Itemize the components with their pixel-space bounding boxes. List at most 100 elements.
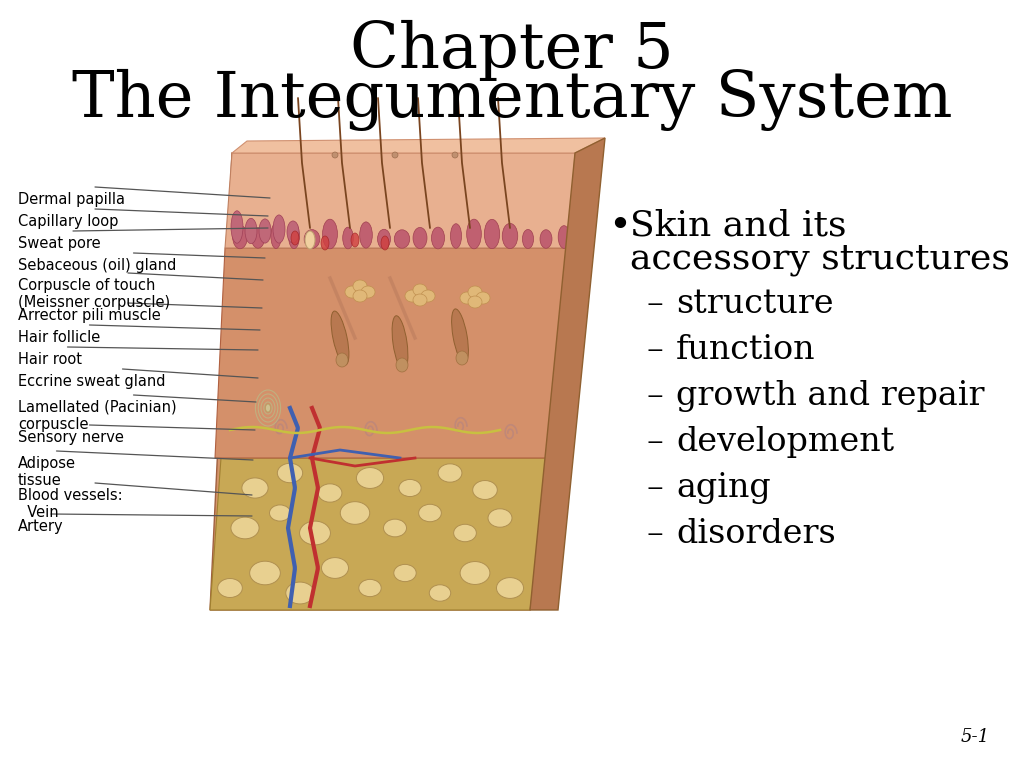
Ellipse shape [265, 404, 270, 412]
Text: Blood vessels:
  Vein: Blood vessels: Vein [18, 488, 123, 521]
Text: aging: aging [676, 472, 771, 504]
Text: –: – [646, 518, 663, 550]
Ellipse shape [467, 219, 481, 249]
Ellipse shape [396, 358, 408, 372]
Ellipse shape [429, 584, 451, 601]
Text: Adipose
tissue: Adipose tissue [18, 456, 76, 488]
Ellipse shape [322, 558, 348, 578]
Ellipse shape [218, 578, 243, 598]
Text: Sebaceous (oil) gland: Sebaceous (oil) gland [18, 258, 176, 273]
Ellipse shape [476, 292, 490, 304]
Circle shape [392, 152, 398, 158]
Ellipse shape [231, 517, 259, 539]
Ellipse shape [484, 220, 500, 249]
Text: development: development [676, 426, 894, 458]
Ellipse shape [460, 561, 489, 584]
Text: Corpuscle of touch
(Meissner corpuscle): Corpuscle of touch (Meissner corpuscle) [18, 278, 170, 310]
Ellipse shape [304, 230, 319, 248]
Polygon shape [210, 153, 575, 610]
Ellipse shape [340, 502, 370, 525]
Text: Capillary loop: Capillary loop [18, 214, 119, 229]
Ellipse shape [378, 230, 390, 249]
Polygon shape [530, 138, 605, 610]
Text: function: function [676, 334, 815, 366]
Ellipse shape [318, 484, 342, 502]
Text: accessory structures: accessory structures [630, 242, 1010, 276]
Text: Chapter 5: Chapter 5 [350, 19, 674, 81]
Text: Dermal papilla: Dermal papilla [18, 192, 125, 207]
Ellipse shape [259, 219, 271, 243]
Text: structure: structure [676, 288, 834, 320]
Ellipse shape [419, 505, 441, 521]
Text: –: – [646, 380, 663, 412]
Text: Hair follicle: Hair follicle [18, 330, 100, 345]
Ellipse shape [278, 463, 303, 483]
Ellipse shape [343, 227, 353, 249]
Polygon shape [210, 458, 552, 610]
Text: The Integumentary System: The Integumentary System [72, 69, 952, 131]
Ellipse shape [413, 284, 427, 296]
Ellipse shape [323, 219, 338, 249]
Ellipse shape [473, 481, 498, 499]
Ellipse shape [269, 505, 291, 521]
Ellipse shape [353, 290, 367, 302]
Ellipse shape [431, 227, 444, 249]
Text: Hair root: Hair root [18, 352, 82, 367]
Ellipse shape [399, 479, 421, 497]
Ellipse shape [242, 478, 268, 498]
Ellipse shape [351, 233, 359, 247]
Text: •: • [608, 208, 631, 245]
Ellipse shape [456, 351, 468, 365]
Ellipse shape [356, 468, 384, 488]
Text: Artery: Artery [18, 519, 63, 534]
Ellipse shape [502, 223, 518, 249]
Ellipse shape [273, 215, 285, 243]
Ellipse shape [271, 223, 282, 249]
Text: –: – [646, 426, 663, 458]
Circle shape [452, 152, 458, 158]
Ellipse shape [384, 519, 407, 537]
Ellipse shape [336, 353, 348, 367]
Ellipse shape [289, 223, 299, 249]
Text: –: – [646, 288, 663, 320]
Text: Arrector pili muscle: Arrector pili muscle [18, 308, 161, 323]
Text: –: – [646, 334, 663, 366]
Text: –: – [646, 472, 663, 504]
Ellipse shape [394, 230, 410, 248]
Ellipse shape [406, 290, 419, 302]
Ellipse shape [305, 231, 315, 249]
Ellipse shape [331, 311, 349, 365]
Ellipse shape [381, 236, 389, 250]
Ellipse shape [497, 578, 523, 598]
Ellipse shape [245, 218, 257, 243]
Text: disorders: disorders [676, 518, 836, 550]
Ellipse shape [468, 286, 482, 298]
Text: Lamellated (Pacinian)
corpuscle: Lamellated (Pacinian) corpuscle [18, 400, 176, 432]
Ellipse shape [300, 521, 331, 545]
Ellipse shape [438, 464, 462, 482]
Ellipse shape [454, 525, 476, 541]
Ellipse shape [231, 210, 243, 243]
Ellipse shape [359, 222, 373, 248]
Ellipse shape [252, 228, 264, 248]
Ellipse shape [286, 582, 314, 604]
Circle shape [332, 152, 338, 158]
Polygon shape [225, 153, 575, 248]
Text: Sweat pore: Sweat pore [18, 236, 100, 251]
Ellipse shape [522, 230, 534, 249]
Text: Sensory nerve: Sensory nerve [18, 430, 124, 445]
Text: Eccrine sweat gland: Eccrine sweat gland [18, 374, 166, 389]
Ellipse shape [250, 561, 281, 584]
Ellipse shape [291, 231, 299, 245]
Ellipse shape [540, 230, 552, 248]
Ellipse shape [413, 294, 427, 306]
Ellipse shape [488, 508, 512, 527]
Text: growth and repair: growth and repair [676, 380, 984, 412]
Ellipse shape [358, 579, 381, 597]
Polygon shape [215, 248, 568, 458]
Ellipse shape [392, 316, 408, 370]
Ellipse shape [345, 286, 359, 298]
Ellipse shape [468, 296, 482, 308]
Ellipse shape [452, 309, 468, 363]
Ellipse shape [232, 225, 248, 249]
